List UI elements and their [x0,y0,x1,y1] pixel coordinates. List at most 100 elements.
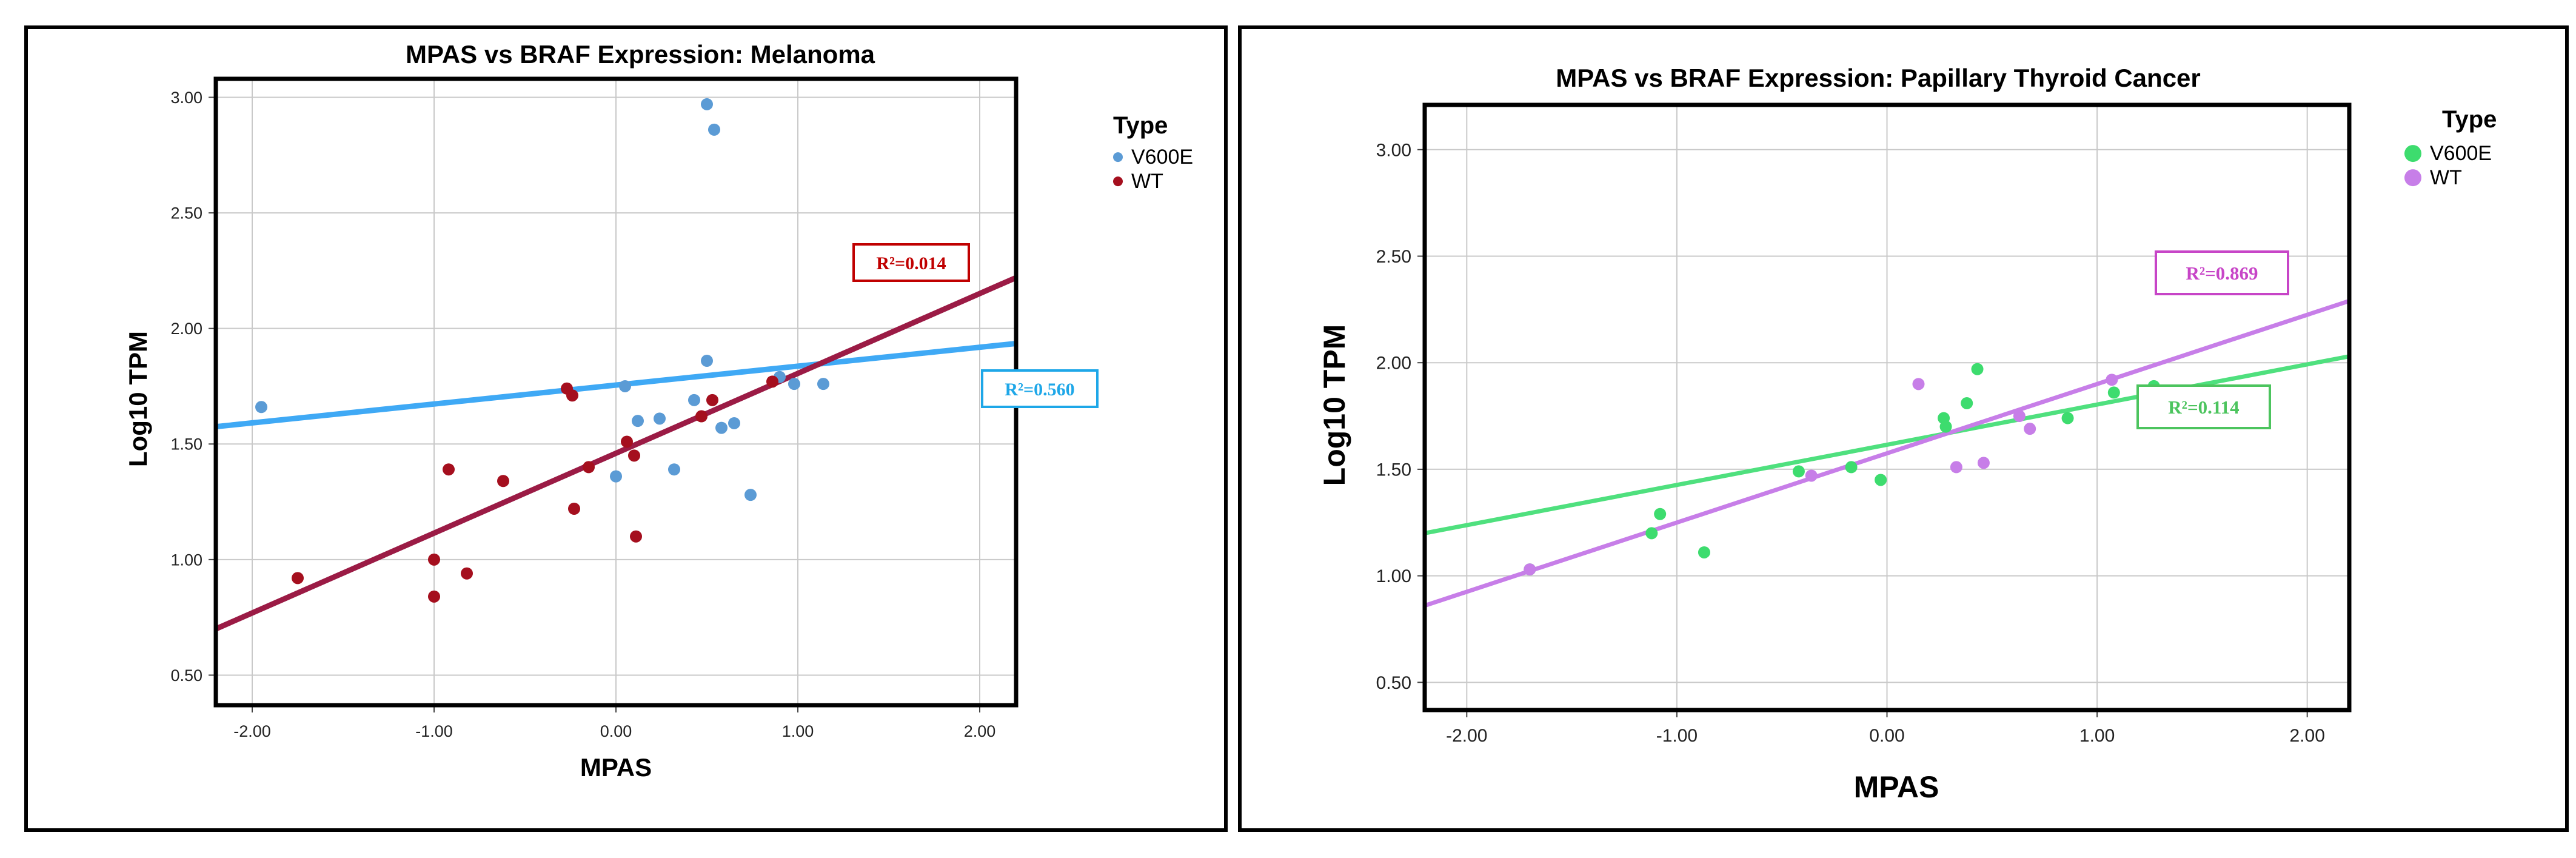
melanoma-chart-svg: -2.00 -1.00 0.00 1.00 2.00 0.50 1.00 1.50 2.00 2.… [124,40,1193,782]
data-point-wt [695,410,708,423]
x-tick-label: 2.00 [2289,726,2324,746]
x-tick-label: -2.00 [233,722,271,740]
data-point-wt [2024,423,2036,435]
legend-title: Type [1113,112,1168,139]
data-point-wt [1805,469,1818,482]
data-point-wt [292,572,304,585]
data-point-v600e [1698,546,1710,558]
data-point-wt [1524,563,1536,576]
y-axis-title: Log10 TPM [124,331,152,467]
x-tick-label: 1.00 [2079,726,2115,746]
x-tick-label: 0.00 [1869,726,1904,746]
data-point-v600e [632,415,644,427]
y-tick-label: 2.00 [170,320,202,338]
melanoma-chart-panel: -2.00 -1.00 0.00 1.00 2.00 0.50 1.00 1.50 2.00 2.… [24,25,1228,832]
data-point-v600e [1645,527,1658,540]
legend-marker-v600e [2404,145,2421,163]
data-point-wt [766,375,778,388]
data-point-v600e [744,489,757,501]
data-point-wt [566,389,578,402]
data-point-v600e [668,463,680,476]
x-tick-label: 1.00 [782,722,814,740]
x-axis-title: MPAS [1854,770,1939,804]
chart-title: MPAS vs BRAF Expression: Melanoma [406,40,875,69]
data-point-wt [568,502,580,515]
data-point-wt [1977,457,1990,469]
data-point-wt [497,475,509,488]
y-tick-label: 0.50 [1376,673,1411,693]
data-point-v600e [2107,386,2120,399]
fit-line-v600e [216,340,1016,430]
data-point-v600e [788,378,800,390]
data-point-v600e [1939,420,1952,433]
y-tick-label: 2.50 [1376,247,1411,267]
data-point-wt [461,567,473,580]
data-point-wt [621,435,633,448]
data-point-v600e [255,401,267,414]
legend-marker-wt [2404,169,2421,187]
chart-title: MPAS vs BRAF Expression: Papillary Thyro… [1556,64,2201,92]
data-point-v600e [1875,474,1887,486]
legend-marker-wt [1113,176,1123,187]
data-point-v600e [1971,363,1984,375]
thyroid-chart-panel: -2.00 -1.00 0.00 1.00 2.00 0.50 1.00 1.50 2.00 2.… [1238,25,2569,832]
y-tick-label: 2.50 [170,204,202,223]
y-axis-title: Log10 TPM [1317,324,1351,486]
data-point-v600e [715,421,728,434]
data-point-wt [628,449,640,462]
data-point-v600e [1654,508,1667,520]
y-tick-label: 3.00 [170,89,202,107]
legend-label-v600e: V600E [1131,146,1193,169]
data-point-v600e [619,380,631,392]
data-point-v600e [817,378,829,390]
data-point-v600e [701,98,713,110]
thyroid-chart-svg: -2.00 -1.00 0.00 1.00 2.00 0.50 1.00 1.50 2.00 2.… [1317,64,2497,804]
y-tick-label: 3.00 [1376,140,1411,160]
data-point-v600e [610,470,622,483]
data-point-v600e [701,355,713,367]
r2-box-wt [2155,250,2289,295]
data-point-wt [1912,378,1925,390]
y-tick-label: 1.50 [170,435,202,454]
y-tick-label: 1.50 [1376,460,1411,480]
plot-area [1425,298,2349,608]
r2-label-wt: R²=0.869 [2186,263,2258,284]
x-tick-label: -2.00 [1446,726,1487,746]
legend-marker-v600e [1113,152,1123,163]
legend-label-wt: WT [2430,166,2462,189]
data-point-v600e [728,417,740,429]
r2-label-v600e: R²=0.560 [1005,380,1074,400]
fit-line-wt [216,275,1016,632]
plot-frame [1422,102,2352,712]
data-point-wt [2106,374,2118,386]
data-point-wt [428,553,440,566]
data-point-wt [443,463,455,476]
data-point-v600e [1961,397,1973,409]
data-point-v600e [1792,465,1805,478]
data-point-wt [428,590,440,603]
r2-label-v600e: R²=0.114 [2168,397,2239,418]
y-tick-label: 1.00 [170,551,202,569]
data-point-wt [706,394,718,406]
data-point-v600e [1845,461,1858,474]
r2-box-v600e [2136,384,2271,429]
x-tick-label: 2.00 [964,722,996,740]
x-tick-label: -1.00 [1656,726,1698,746]
r2-box-v600e [981,369,1099,408]
x-tick-label: 0.00 [600,722,632,740]
legend-title: Type [2442,106,2497,133]
legend-label-wt: WT [1131,170,1163,193]
x-axis-title: MPAS [580,753,652,782]
data-point-wt [2013,410,2026,423]
data-point-wt [630,530,642,543]
legend-label-v600e: V600E [2430,142,2492,165]
r2-label-wt: R²=0.014 [876,253,946,273]
y-tick-label: 0.50 [170,666,202,685]
plot-area [216,98,1016,632]
data-point-wt [1950,461,1962,474]
r2-box-wt [852,243,970,282]
data-point-wt [583,461,595,474]
data-point-v600e [688,394,700,406]
y-tick-label: 1.00 [1376,566,1411,586]
x-tick-label: -1.00 [415,722,453,740]
